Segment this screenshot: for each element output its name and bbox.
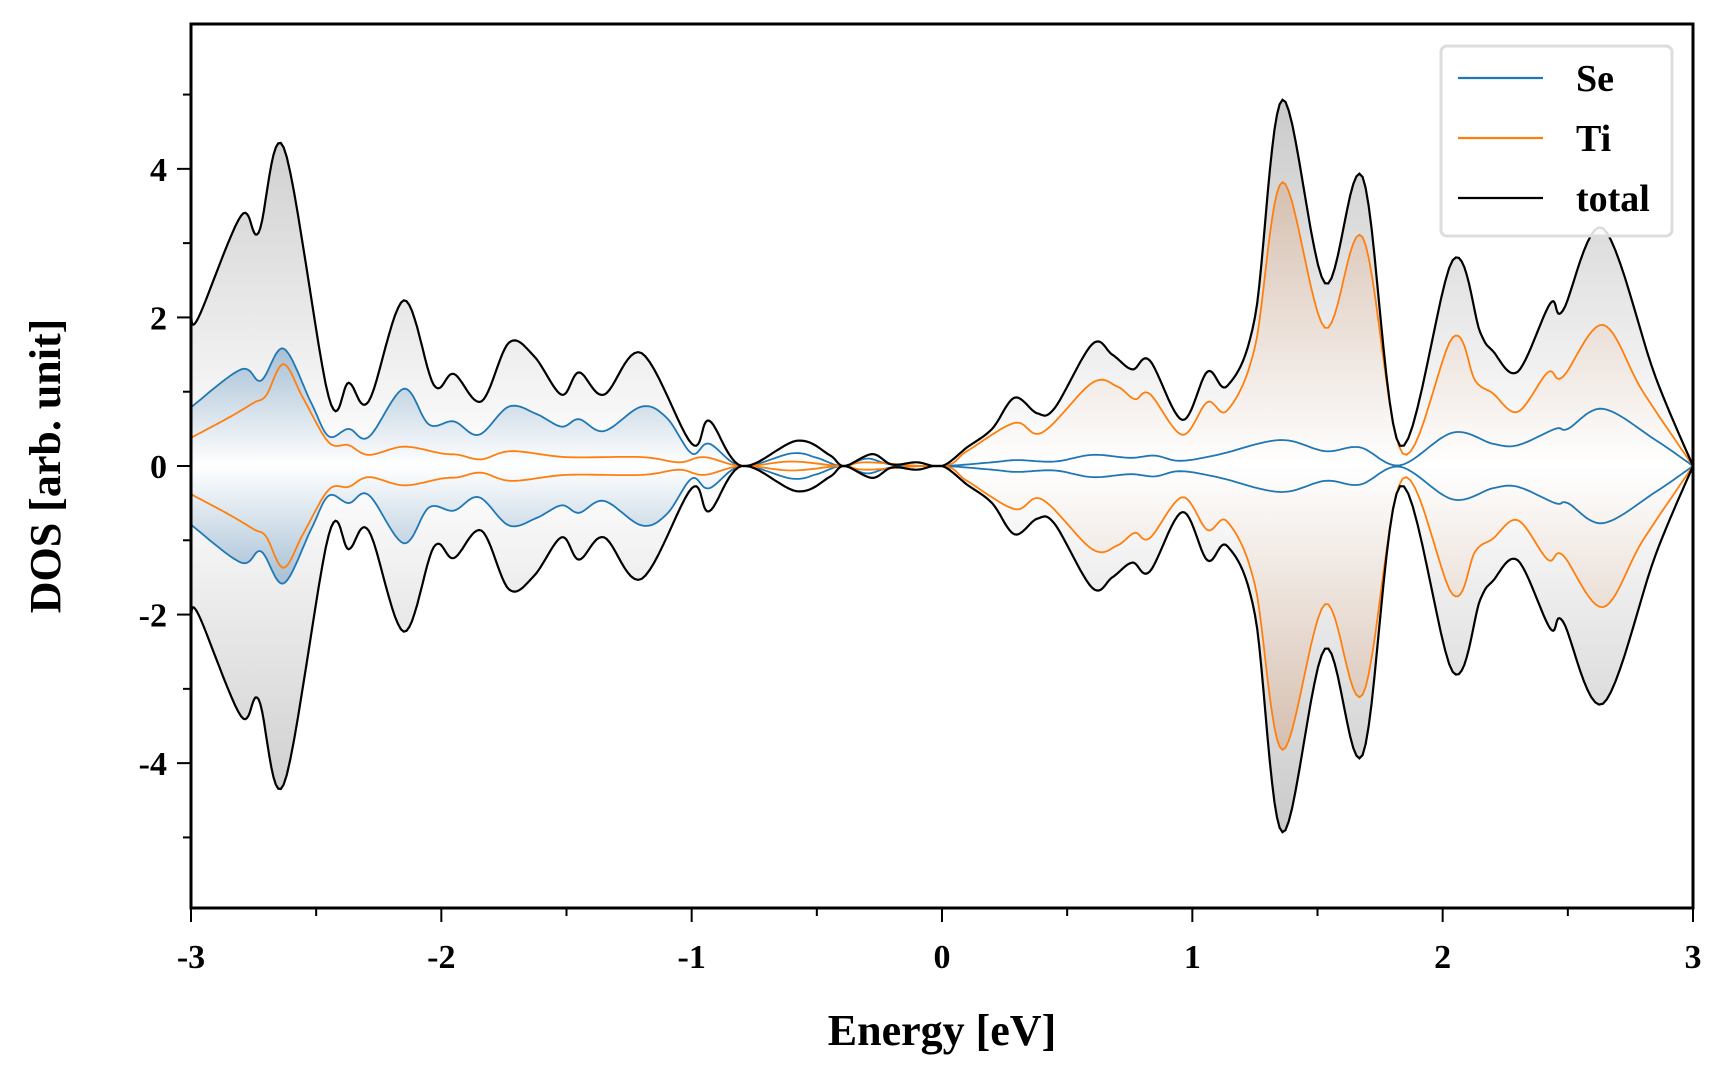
legend-label-ti: Ti (1576, 118, 1611, 160)
legend-label-se: Se (1576, 58, 1614, 100)
y-tick-label: -2 (139, 598, 167, 635)
x-tick-label: 2 (1434, 939, 1451, 976)
line-se-up (191, 347, 1693, 467)
fill-se (191, 348, 742, 584)
y-axis-label: DOS [arb. unit] (21, 319, 70, 614)
line-ti-down (191, 465, 1693, 751)
legend-box (1439, 44, 1674, 238)
line-ti-up (191, 181, 1693, 467)
x-tick-label: -3 (177, 939, 205, 976)
line-total-up (191, 98, 1693, 468)
x-tick-label: -1 (678, 939, 706, 976)
x-axis-label: Energy [eV] (828, 1006, 1057, 1055)
y-tick-label: 2 (150, 300, 167, 337)
line-se-down (191, 465, 1693, 585)
line-total-down (191, 464, 1693, 834)
legend-label-total: total (1576, 178, 1650, 220)
legend: Se Ti total (1439, 44, 1674, 238)
y-tick-label: 0 (150, 449, 167, 486)
y-tick-label: -4 (139, 746, 167, 783)
x-tick-label: 0 (934, 939, 951, 976)
x-tick-label: 3 (1685, 939, 1702, 976)
fill-ti (942, 182, 1693, 750)
x-tick-label: 1 (1184, 939, 1201, 976)
x-tick-label: -2 (427, 939, 455, 976)
y-tick-label: 4 (150, 152, 167, 189)
